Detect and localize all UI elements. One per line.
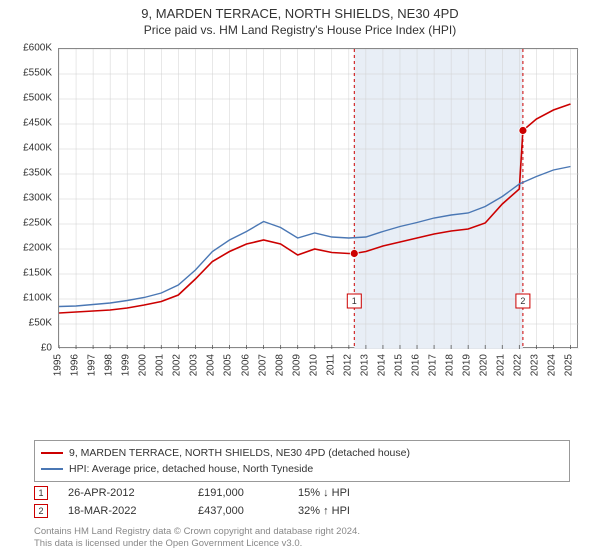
x-tick-label: 2004 bbox=[206, 354, 217, 376]
y-tick-label: £350K bbox=[23, 168, 52, 179]
x-tick-label: 2001 bbox=[155, 354, 166, 376]
legend-label: HPI: Average price, detached house, Nort… bbox=[69, 463, 313, 475]
x-tick-label: 2000 bbox=[138, 354, 149, 376]
x-tick-label: 2013 bbox=[359, 354, 370, 376]
y-tick-label: £50K bbox=[29, 318, 52, 329]
y-tick-label: £150K bbox=[23, 268, 52, 279]
y-tick-label: £300K bbox=[23, 193, 52, 204]
legend-swatch bbox=[41, 468, 63, 470]
x-tick-label: 2012 bbox=[342, 354, 353, 376]
x-tick-label: 2009 bbox=[291, 354, 302, 376]
footer: Contains HM Land Registry data © Crown c… bbox=[34, 526, 570, 551]
y-tick-label: £0 bbox=[41, 343, 52, 354]
x-tick-label: 1998 bbox=[104, 354, 115, 376]
x-tick-label: 2024 bbox=[547, 354, 558, 376]
sale-marker-icon: 2 bbox=[34, 504, 48, 518]
sale-diff: 32% ↑ HPI bbox=[298, 505, 418, 517]
sale-marker-icon: 1 bbox=[34, 486, 48, 500]
x-tick-label: 2023 bbox=[530, 354, 541, 376]
plot-svg: 12 bbox=[59, 49, 579, 349]
svg-text:1: 1 bbox=[352, 296, 357, 306]
y-tick-label: £250K bbox=[23, 218, 52, 229]
sale-row: 1 26-APR-2012£191,00015% ↓ HPI bbox=[34, 484, 570, 502]
x-tick-label: 2007 bbox=[257, 354, 268, 376]
x-tick-label: 2016 bbox=[411, 354, 422, 376]
legend: 9, MARDEN TERRACE, NORTH SHIELDS, NE30 4… bbox=[34, 440, 570, 482]
x-tick-label: 2011 bbox=[325, 354, 336, 376]
x-tick-label: 2021 bbox=[496, 354, 507, 376]
x-tick-label: 1995 bbox=[53, 354, 64, 376]
sale-date: 18-MAR-2022 bbox=[68, 505, 198, 517]
sale-diff: 15% ↓ HPI bbox=[298, 487, 418, 499]
x-tick-label: 2002 bbox=[172, 354, 183, 376]
sale-date: 26-APR-2012 bbox=[68, 487, 198, 499]
x-tick-label: 1999 bbox=[121, 354, 132, 376]
x-tick-label: 2022 bbox=[513, 354, 524, 376]
x-tick-label: 2018 bbox=[445, 354, 456, 376]
y-tick-label: £200K bbox=[23, 243, 52, 254]
x-tick-label: 2005 bbox=[223, 354, 234, 376]
footer-line-1: Contains HM Land Registry data © Crown c… bbox=[34, 526, 570, 538]
x-tick-label: 2020 bbox=[479, 354, 490, 376]
x-tick-label: 2025 bbox=[564, 354, 575, 376]
y-tick-label: £550K bbox=[23, 68, 52, 79]
sale-price: £191,000 bbox=[198, 487, 298, 499]
x-tick-label: 2017 bbox=[428, 354, 439, 376]
title-subtitle: Price paid vs. HM Land Registry's House … bbox=[0, 23, 600, 37]
x-tick-label: 2015 bbox=[393, 354, 404, 376]
y-tick-label: £500K bbox=[23, 93, 52, 104]
chart-area: £0 £50K £100K £150K £200K £250K £300K £350K £400… bbox=[10, 48, 590, 398]
x-tick-label: 1996 bbox=[70, 354, 81, 376]
legend-row: HPI: Average price, detached house, Nort… bbox=[41, 461, 563, 477]
sale-price: £437,000 bbox=[198, 505, 298, 517]
legend-swatch bbox=[41, 452, 63, 454]
legend-label: 9, MARDEN TERRACE, NORTH SHIELDS, NE30 4… bbox=[69, 447, 410, 459]
x-tick-label: 2010 bbox=[308, 354, 319, 376]
x-tick-label: 2003 bbox=[189, 354, 200, 376]
x-tick-label: 1997 bbox=[87, 354, 98, 376]
footer-line-2: This data is licensed under the Open Gov… bbox=[34, 538, 570, 550]
x-tick-label: 2008 bbox=[274, 354, 285, 376]
legend-row: 9, MARDEN TERRACE, NORTH SHIELDS, NE30 4… bbox=[41, 445, 563, 461]
title-block: 9, MARDEN TERRACE, NORTH SHIELDS, NE30 4… bbox=[0, 0, 600, 39]
sale-row: 2 18-MAR-2022£437,00032% ↑ HPI bbox=[34, 502, 570, 520]
y-tick-label: £100K bbox=[23, 293, 52, 304]
plot-area: 12 bbox=[58, 48, 578, 348]
svg-text:2: 2 bbox=[520, 296, 525, 306]
x-tick-label: 2014 bbox=[376, 354, 387, 376]
y-tick-label: £450K bbox=[23, 118, 52, 129]
y-axis: £0£50K£100K£150K£200K£250K£300K£350K£400… bbox=[10, 48, 54, 348]
x-tick-label: 2019 bbox=[462, 354, 473, 376]
y-tick-label: £600K bbox=[23, 43, 52, 54]
x-axis: 1995199619971998199920002001200220032004… bbox=[58, 350, 578, 390]
sales-table: 1 26-APR-2012£191,00015% ↓ HPI 2 18-MAR-202… bbox=[34, 484, 570, 520]
chart-container: 9, MARDEN TERRACE, NORTH SHIELDS, NE30 4… bbox=[0, 0, 600, 560]
title-address: 9, MARDEN TERRACE, NORTH SHIELDS, NE30 4… bbox=[0, 6, 600, 21]
y-tick-label: £400K bbox=[23, 143, 52, 154]
x-tick-label: 2006 bbox=[240, 354, 251, 376]
